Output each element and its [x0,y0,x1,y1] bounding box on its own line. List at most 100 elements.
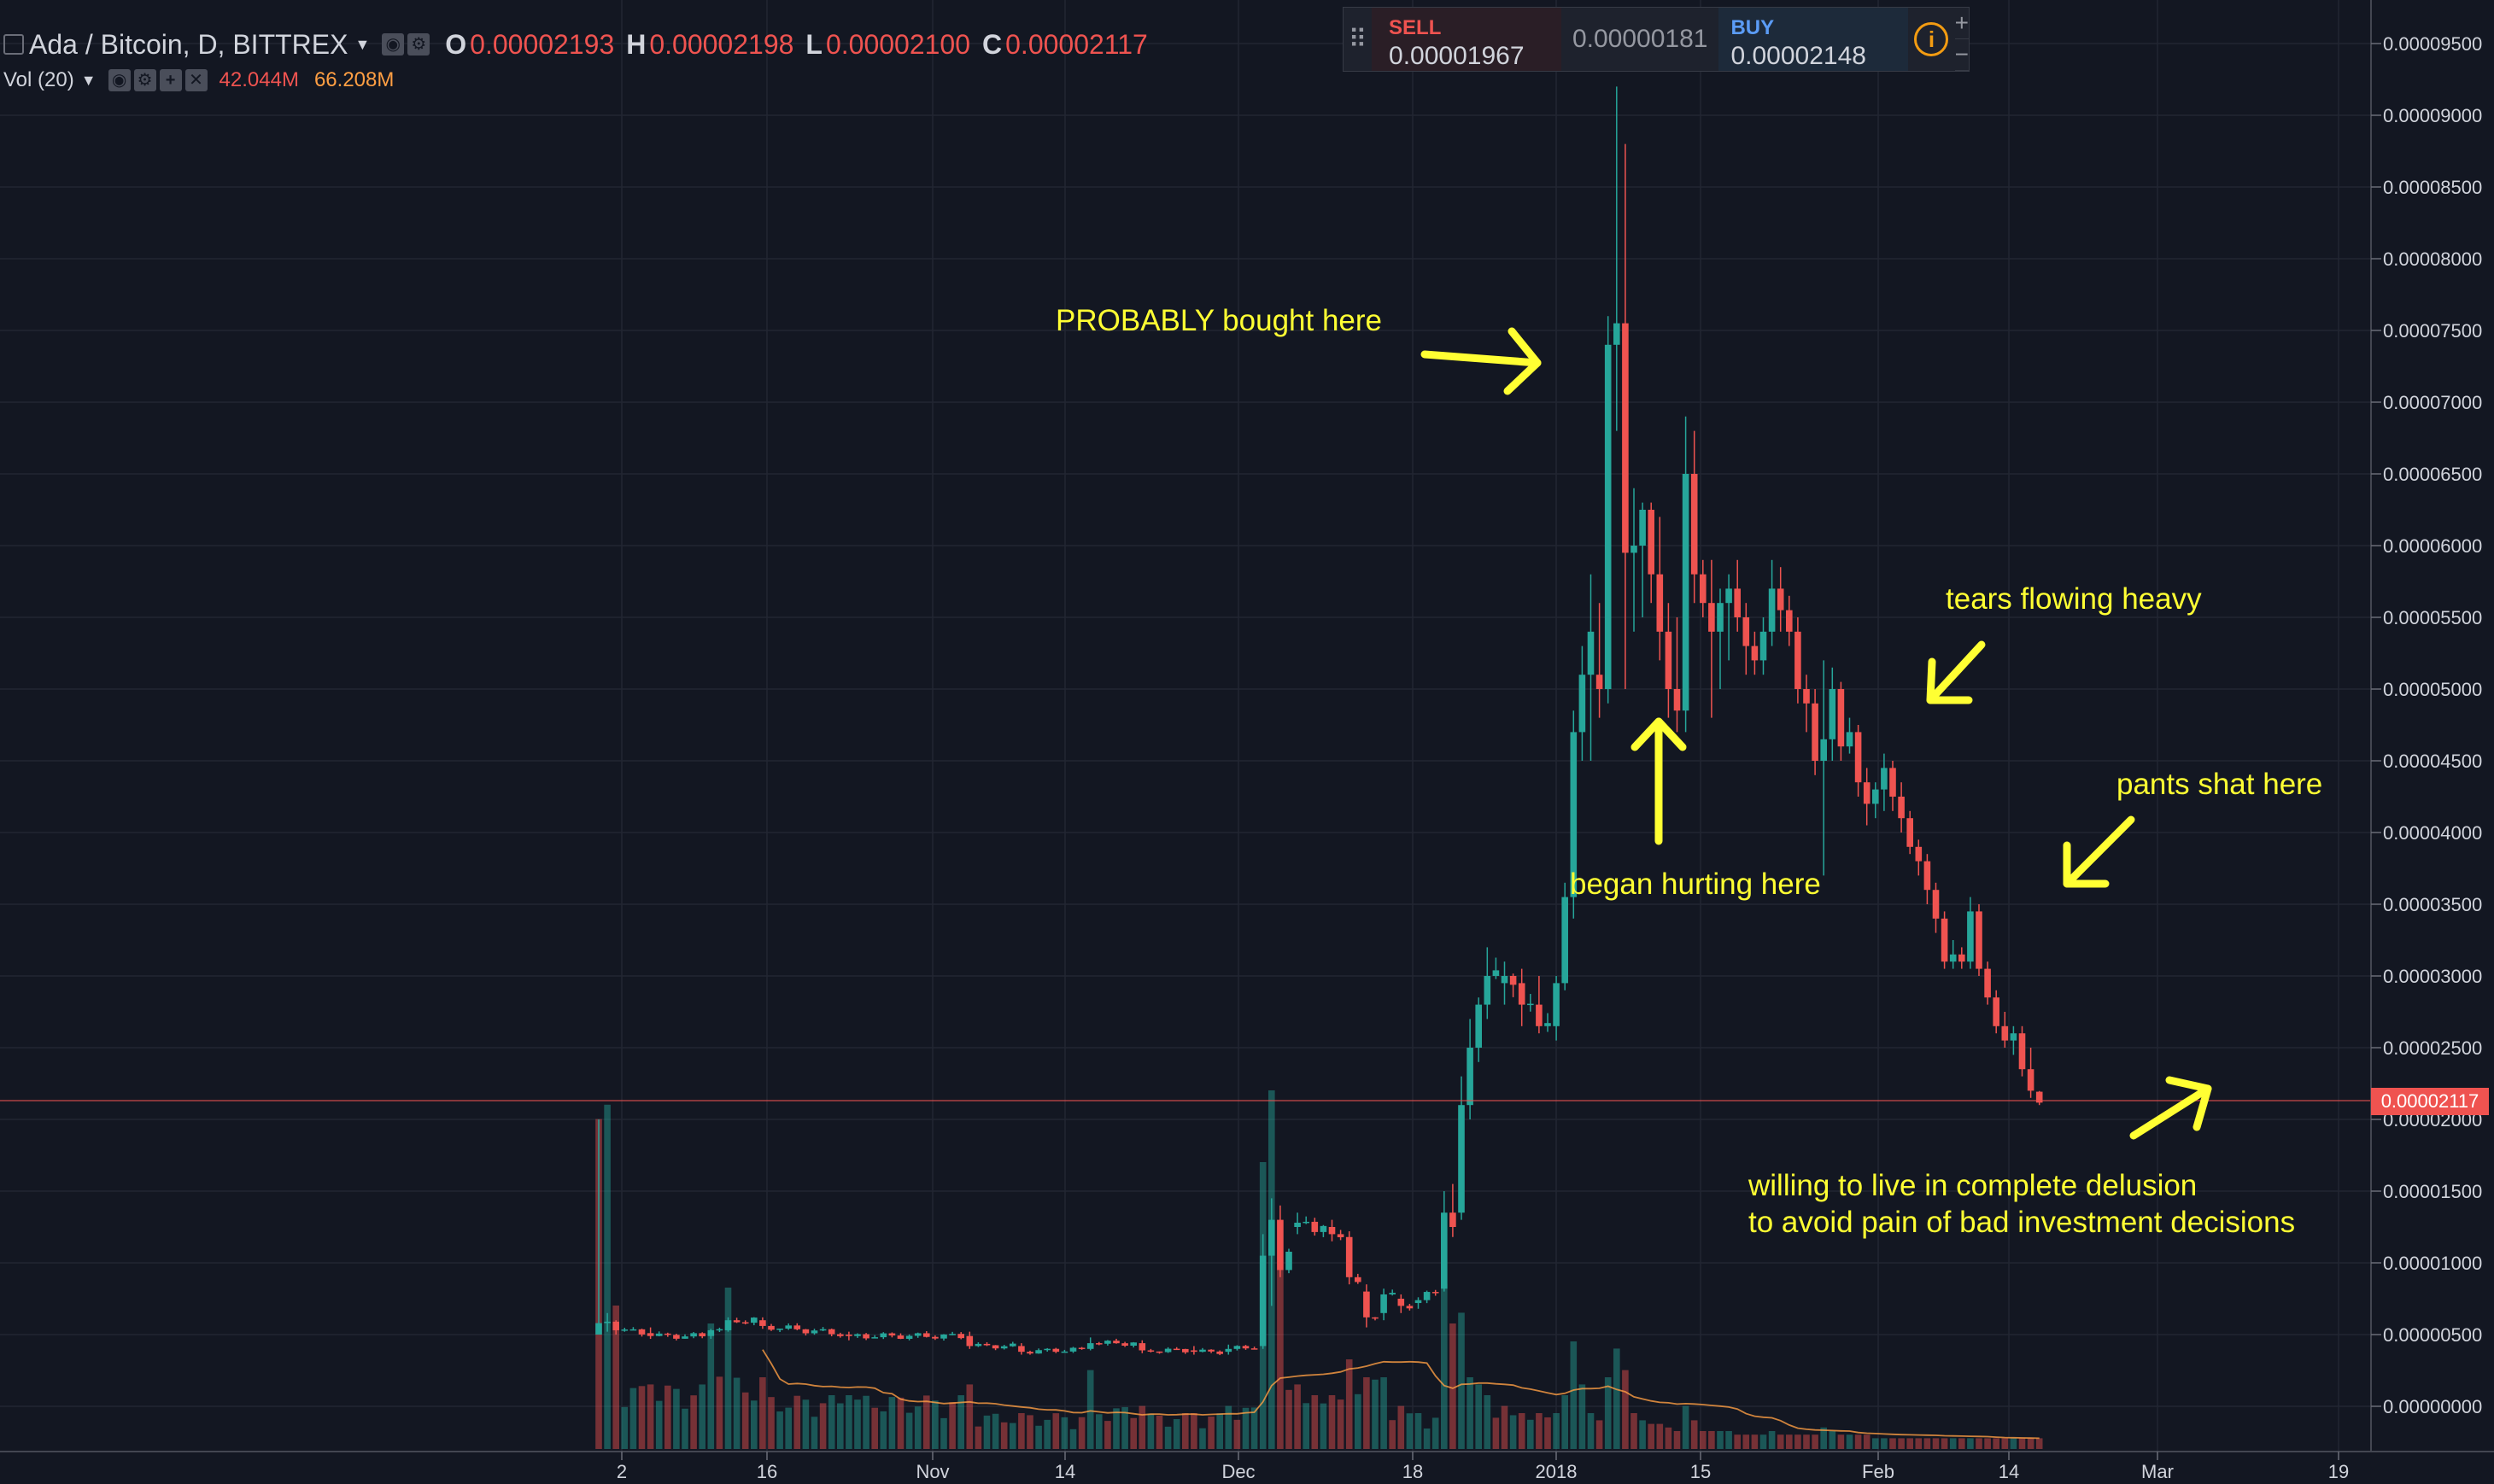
candle-body [1536,1004,1543,1026]
candle-body [1544,1023,1551,1026]
candle-body [1104,1341,1111,1344]
candle-body [1233,1346,1241,1349]
candle-body [1527,1003,1534,1006]
volume-bar [604,1104,611,1449]
arrow-bought [1420,327,1542,395]
volume-bar [1285,1389,1292,1449]
candle-body [1690,474,1698,575]
info-icon[interactable]: i [1908,8,1954,71]
volume-value: 42.044M [219,68,299,91]
candle-body [1941,918,1948,962]
drag-handle-icon[interactable]: ⠿ [1348,25,1367,54]
y-tick-label: 0.00001500 [2383,1181,2482,1202]
volume-bar [759,1377,766,1449]
volume-bar [1199,1428,1206,1449]
chevron-down-icon[interactable]: ▼ [354,35,371,53]
eye-icon[interactable]: ◉ [108,69,131,91]
y-tick-label: 0.00005500 [2383,607,2482,628]
volume-bar [1949,1438,1957,1449]
candle-body [802,1329,810,1334]
candle-body [741,1322,749,1324]
settings-icon[interactable]: ⚙ [133,69,156,91]
volume-title[interactable]: Vol (20) [3,68,74,91]
candle-body [863,1334,869,1339]
candle-body [716,1329,723,1331]
buy-button[interactable]: BUY 0.00002148 [1718,8,1909,71]
candle-body [1613,323,1620,345]
close-icon[interactable]: ✕ [184,69,208,91]
volume-bar [1553,1413,1560,1449]
candle-body [1078,1347,1086,1349]
y-tick-label: 0.00004000 [2383,822,2482,844]
candle-body [1121,1343,1128,1347]
volume-bar [1613,1348,1620,1449]
x-tick-label: Dec [1221,1461,1255,1482]
collapse-icon[interactable] [3,34,24,55]
volume-bar [1544,1417,1551,1449]
candle-body [1484,976,1491,1005]
candle-body [1139,1343,1146,1351]
volume-bar [1086,1370,1094,1449]
candle-body [1475,1004,1482,1048]
candle-body [1492,970,1500,976]
candle-body [1113,1341,1120,1344]
volume-bar [1311,1395,1319,1449]
volume-bar [1527,1419,1534,1449]
increase-button[interactable]: + [1954,8,1969,39]
candle-body [1725,588,1732,604]
add-icon[interactable]: + [159,69,182,91]
candle-body [1018,1346,1025,1353]
volume-bar [828,1395,835,1449]
chevron-down-icon[interactable]: ▼ [80,71,97,89]
volume-bar [863,1395,869,1449]
volume-bar [1328,1395,1336,1449]
candle-body [1000,1346,1008,1349]
volume-bar [923,1395,930,1449]
candle-body [1587,631,1595,675]
candle-body [1984,968,1991,998]
candle-body [707,1329,715,1336]
candle-body [1052,1348,1060,1353]
arrow-tears [1926,640,1986,704]
volume-bar [724,1288,732,1449]
volume-bar [1700,1431,1707,1449]
sell-button[interactable]: SELL 0.00001967 [1372,8,1561,71]
symbol-title[interactable]: Ada / Bitcoin, D, BITTREX [29,28,348,60]
candle-body [1673,689,1681,711]
candle-body [1509,976,1517,985]
arrow-pants [2063,815,2135,888]
y-tick-label: 0.00006000 [2383,535,2482,557]
candle-body [992,1345,999,1349]
y-tick-label: 0.00002500 [2383,1037,2482,1059]
volume-bar [1380,1377,1387,1449]
candle-body [1932,890,1940,919]
volume-bar [1881,1438,1888,1449]
candle-body [2027,1069,2034,1091]
candle-body [759,1320,766,1326]
candle-body [846,1335,852,1336]
low-value: 0.00002100 [825,28,971,60]
candle-body [1337,1234,1344,1238]
candle-body [2010,1033,2017,1041]
eye-icon[interactable]: ◉ [382,33,405,56]
candle-body [1786,610,1793,632]
decrease-button[interactable]: − [1954,39,1969,71]
volume-bar [1277,1270,1284,1449]
candle-body [1734,588,1741,617]
candle-body [1630,546,1637,553]
x-tick-label: 18 [1402,1461,1423,1482]
volume-bar [716,1376,723,1449]
volume-bar [1216,1413,1223,1449]
annotation-arrows [1420,327,2212,1140]
y-tick-label: 0.00003000 [2383,966,2482,987]
settings-icon[interactable]: ⚙ [407,33,430,56]
candle-body [837,1334,844,1336]
candle-body [880,1333,887,1338]
candle-body [1570,732,1578,897]
candle-body [1406,1306,1414,1309]
candle-body [724,1320,732,1330]
annotation-bought: PROBABLY bought here [1056,304,1383,337]
volume-bar [690,1395,697,1449]
candle-body [1027,1352,1033,1354]
